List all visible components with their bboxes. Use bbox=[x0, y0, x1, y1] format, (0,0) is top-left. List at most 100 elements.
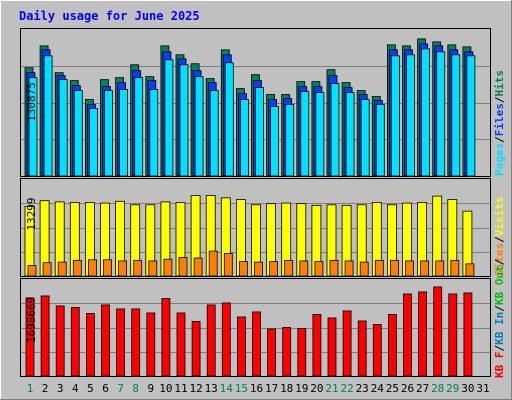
day-label: 21 bbox=[325, 382, 338, 395]
day-label: 30 bbox=[461, 382, 474, 395]
legend-pages: Pages bbox=[493, 143, 506, 176]
legend-sep-6: / bbox=[493, 258, 506, 265]
day-label: 14 bbox=[220, 382, 234, 395]
day-label: 20 bbox=[310, 382, 323, 395]
kbytes-bar bbox=[191, 321, 201, 377]
legend-hits: Hits bbox=[493, 70, 506, 97]
kbytes-bar bbox=[403, 293, 412, 377]
sites-bar bbox=[208, 250, 218, 277]
sites-bar bbox=[178, 257, 188, 277]
legend-sep-3: / bbox=[493, 236, 506, 243]
kbytes-bar bbox=[252, 311, 261, 377]
day-label: 6 bbox=[102, 382, 109, 395]
sites-bar bbox=[329, 259, 339, 277]
kbytes-bar bbox=[146, 312, 156, 377]
day-label: 8 bbox=[132, 382, 139, 395]
legend-kbin: KB In bbox=[493, 312, 506, 345]
bars-kbytes bbox=[21, 286, 490, 377]
day-label: 9 bbox=[147, 382, 154, 395]
sites-bar bbox=[420, 260, 430, 277]
kbytes-bar bbox=[101, 304, 110, 377]
sites-bar bbox=[27, 265, 37, 277]
sites-bar bbox=[450, 259, 460, 277]
legend-sep-5: / bbox=[493, 305, 506, 312]
kbytes-bar bbox=[221, 302, 231, 377]
legend-files: Files bbox=[493, 103, 506, 136]
sites-bar bbox=[344, 260, 354, 277]
legend-sep-1: / bbox=[493, 136, 506, 143]
pages-bar bbox=[421, 48, 431, 177]
kbytes-bar bbox=[161, 298, 171, 377]
day-label: 24 bbox=[371, 382, 385, 395]
pages-bar bbox=[119, 89, 128, 177]
day-label: 28 bbox=[431, 382, 444, 395]
pages-bar bbox=[360, 99, 370, 177]
sites-bar bbox=[284, 259, 294, 277]
day-label: 1 bbox=[27, 382, 34, 395]
kbytes-bar bbox=[282, 327, 292, 377]
pages-bar bbox=[315, 92, 325, 177]
day-label: 12 bbox=[189, 382, 202, 395]
kbytes-bar bbox=[357, 320, 367, 377]
kbytes-bar bbox=[236, 316, 246, 377]
day-label: 18 bbox=[280, 382, 293, 395]
kbytes-bar bbox=[297, 328, 307, 377]
pages-bar bbox=[466, 55, 476, 177]
day-label: 26 bbox=[401, 382, 414, 395]
pages-bar bbox=[28, 77, 38, 177]
kbytes-bar bbox=[70, 307, 80, 377]
day-label: 17 bbox=[265, 382, 278, 395]
bars-hits-files-pages bbox=[21, 38, 490, 177]
kbytes-bar bbox=[267, 328, 277, 377]
legend-sep-4: / bbox=[493, 345, 506, 352]
sites-bar bbox=[435, 260, 445, 277]
pages-bar bbox=[134, 77, 144, 177]
day-label: 22 bbox=[340, 382, 353, 395]
sites-bar bbox=[359, 261, 369, 277]
kbytes-bar bbox=[342, 310, 352, 377]
kbytes-bar bbox=[206, 304, 216, 377]
sites-bar bbox=[223, 253, 233, 277]
kbytes-bar bbox=[25, 297, 35, 377]
day-label: 29 bbox=[446, 382, 459, 395]
max-label-kbytes: 1698669 bbox=[25, 297, 38, 343]
pages-bar bbox=[375, 104, 385, 177]
pages-bar bbox=[209, 90, 219, 177]
kbytes-bar bbox=[463, 292, 473, 377]
day-label: 5 bbox=[87, 382, 94, 395]
day-label: 19 bbox=[295, 382, 308, 395]
sites-bar bbox=[148, 260, 158, 277]
bars-visits-sites bbox=[21, 195, 490, 277]
legend-sep-2: / bbox=[493, 96, 506, 103]
kbytes-bar bbox=[86, 313, 95, 377]
pages-bar bbox=[345, 92, 355, 177]
legend-visits-sites: Sites/Visits bbox=[493, 197, 506, 277]
sites-bar bbox=[238, 261, 248, 277]
legend-kbf: KB F bbox=[493, 352, 506, 379]
pages-bar bbox=[149, 89, 159, 177]
kbytes-bar bbox=[55, 305, 65, 377]
day-label: 3 bbox=[57, 382, 64, 395]
pages-bar bbox=[285, 104, 295, 177]
chart-title: Daily usage for June 2025 bbox=[19, 9, 200, 23]
pages-bar bbox=[406, 54, 415, 177]
pages-bar bbox=[330, 83, 340, 177]
kbytes-bar bbox=[372, 324, 382, 377]
pages-bar bbox=[58, 79, 68, 177]
pages-bar bbox=[390, 55, 400, 177]
sites-bar bbox=[269, 261, 279, 277]
day-label: 23 bbox=[356, 382, 369, 395]
sites-bar bbox=[314, 261, 324, 277]
sites-bar bbox=[118, 260, 127, 277]
pages-bar bbox=[43, 55, 53, 177]
legend-hits-files-pages: Pages/Files/Hits bbox=[493, 70, 506, 176]
sites-bar bbox=[465, 263, 475, 277]
sites-bar bbox=[42, 262, 52, 277]
sites-bar bbox=[299, 260, 309, 277]
pages-bar bbox=[451, 54, 461, 177]
max-label-hits: 130875 bbox=[25, 82, 38, 122]
pages-bar bbox=[255, 87, 264, 177]
sites-bar bbox=[389, 259, 399, 277]
day-label: 10 bbox=[159, 382, 172, 395]
